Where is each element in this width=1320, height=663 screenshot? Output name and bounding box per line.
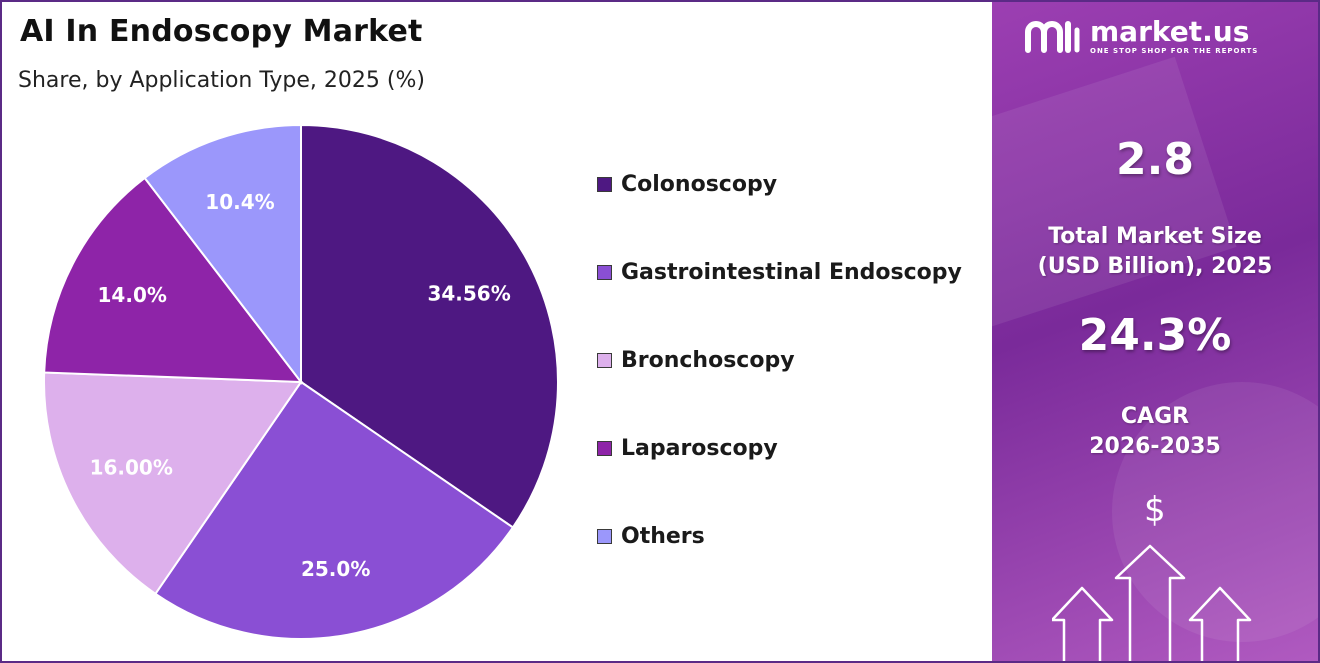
legend-label: Laparoscopy (621, 436, 778, 461)
pie-slice-colonoscopy (300, 123, 559, 529)
cagr-label-line2: 2026-2035 (1089, 434, 1221, 459)
legend-item: Colonoscopy (597, 172, 777, 197)
pie-slice-gastrointestinal-endoscopy (154, 380, 515, 640)
market-size-label-line1: Total Market Size (1048, 224, 1262, 249)
cagr-value: 24.3% (1078, 310, 1232, 361)
pie-slice-laparoscopy (43, 176, 304, 384)
legend-label: Colonoscopy (621, 172, 778, 197)
slice-value-label: 34.56% (427, 281, 510, 305)
chart-panel: 34.56% 25.0% 16.00% 14.0% 10.4% AI In Endosc… (2, 2, 989, 661)
legend-item: Others (597, 524, 705, 549)
pie-slice-others (143, 123, 302, 385)
cagr-label-line1: CAGR (1120, 404, 1190, 429)
market-size-label: Total Market Size (USD Billion), 2025 (992, 222, 1318, 282)
dollar-icon: $ (1144, 490, 1166, 530)
chart-subtitle: Share, by Application Type, 2025 (%) (18, 68, 425, 93)
pie-chart: 34.56% 25.0% 16.00% 14.0% 10.4% (43, 123, 559, 640)
slice-value-label: 16.00% (90, 455, 173, 479)
pie-slice-bronchoscopy (43, 371, 303, 596)
market-size-label-line2: (USD Billion), 2025 (1037, 254, 1273, 279)
market-size-value: 2.8 (1116, 134, 1194, 185)
legend-label: Bronchoscopy (621, 348, 795, 373)
legend-label: Gastrointestinal Endoscopy (621, 260, 962, 285)
chart-title: AI In Endoscopy Market (20, 14, 423, 49)
cagr-label: CAGR 2026-2035 (992, 402, 1318, 462)
background-decoration (1112, 382, 1318, 642)
slice-value-label: 14.0% (98, 283, 167, 307)
legend-swatch (597, 265, 612, 280)
market-us-logo-icon (1025, 21, 1080, 53)
legend-label: Others (621, 524, 705, 549)
brand-logo: market.us ONE STOP SHOP FOR THE REPORTS (1022, 16, 1258, 56)
growth-arrows-icon (1052, 544, 1252, 661)
slice-value-label: 25.0% (301, 557, 370, 581)
legend-swatch (597, 529, 612, 544)
brand-name: market.us (1090, 15, 1250, 48)
slice-value-label: 10.4% (205, 190, 274, 214)
summary-panel: market.us ONE STOP SHOP FOR THE REPORTS … (989, 2, 1318, 661)
background-decoration (992, 56, 1237, 328)
legend-item: Laparoscopy (597, 436, 778, 461)
legend-item: Bronchoscopy (597, 348, 795, 373)
legend-swatch (597, 441, 612, 456)
legend-item: Gastrointestinal Endoscopy (597, 260, 962, 285)
brand-tagline: ONE STOP SHOP FOR THE REPORTS (1090, 47, 1259, 55)
legend-swatch (597, 353, 612, 368)
legend-swatch (597, 177, 612, 192)
